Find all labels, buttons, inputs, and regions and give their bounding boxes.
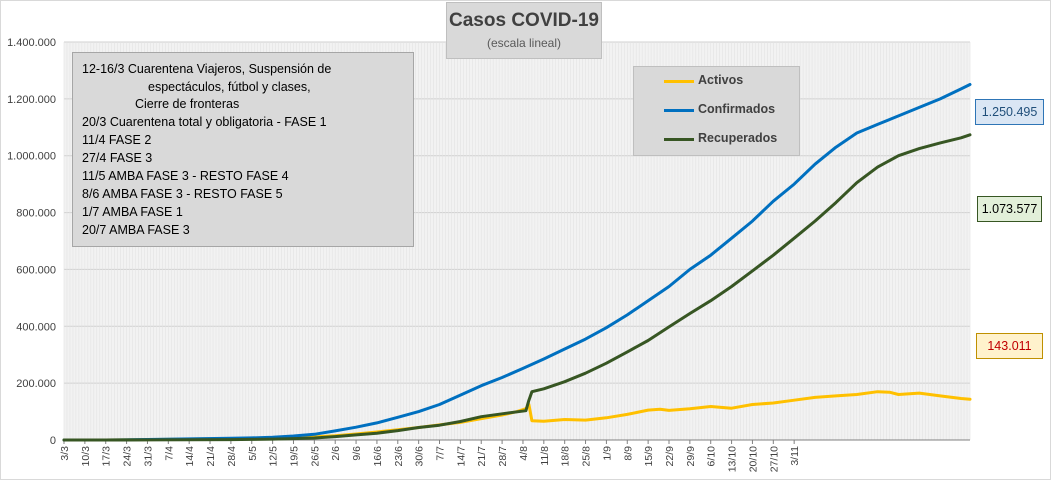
x-tick-label: 4/8 [518,446,530,461]
x-tick-label: 3/3 [59,446,71,461]
x-tick-label: 21/4 [205,446,217,467]
series-lines [62,83,972,442]
callout-activos: 143.011 [976,333,1043,359]
y-tick-label: 1.400.000 [7,37,56,49]
annotation-line: 8/6 AMBA FASE 3 - RESTO FASE 5 [82,187,283,201]
x-tick-label: 15/9 [643,446,655,467]
annotation-line: Cierre de fronteras [135,97,240,111]
series-line-confirmados [62,83,972,442]
x-tick-label: 7/7 [435,446,447,461]
annotation-line: 12-16/3 Cuarentena Viajeros, Suspensión … [82,62,332,76]
x-tick-label: 29/9 [685,446,697,467]
legend-item-activos: Activos [634,72,799,92]
x-tick-label: 7/4 [163,446,175,461]
x-tick-label: 17/3 [101,446,113,467]
y-tick-label: 1.200.000 [7,94,56,106]
chart-title-box: Casos COVID-19 (escala lineal) [446,2,602,59]
y-tick-label: 400.000 [16,321,56,333]
legend: Activos Confirmados Recuperados [633,66,800,156]
x-tick-label: 8/9 [622,446,634,461]
annotation-line: espectáculos, fútbol y clases, [148,80,311,94]
x-axis-ticks: 3/3 10/3 17/3 24/3 31/3 7/4 14/4 21/4 28/4 5/5 12/… [59,439,970,472]
annotation-box: 12-16/3 Cuarentena Viajeros, Suspensión … [72,52,414,247]
annotation-line: 27/4 FASE 3 [82,151,153,165]
x-tick-label: 24/3 [122,446,134,467]
y-axis-ticks: 0 200.000 400.000 600.000 800.000 1.000.000 1.… [7,37,56,447]
x-tick-label: 1/9 [601,446,613,461]
x-tick-label: 11/8 [539,446,551,466]
x-tick-label: 14/4 [184,446,196,467]
annotation-line: 20/7 AMBA FASE 3 [82,223,190,237]
callout-recuperados: 1.073.577 [977,196,1042,222]
x-tick-label: 27/10 [768,446,780,472]
y-tick-label: 600.000 [16,264,56,276]
x-tick-label: 30/6 [414,446,426,467]
y-tick-label: 0 [50,435,56,447]
x-tick-label: 12/5 [268,446,280,467]
x-tick-label: 9/6 [351,446,363,461]
x-tick-label: 25/8 [581,446,593,467]
x-tick-label: 23/6 [393,446,405,467]
x-tick-label: 28/4 [226,446,238,467]
legend-label: Activos [698,73,744,87]
x-tick-label: 31/3 [142,446,154,467]
x-tick-label: 5/5 [247,446,259,461]
x-tick-label: 28/7 [497,446,509,467]
x-tick-label: 14/7 [455,446,467,467]
y-tick-label: 200.000 [16,378,56,390]
legend-label: Recuperados [698,131,778,145]
legend-swatch [664,80,694,83]
annotation-line: 11/5 AMBA FASE 3 - RESTO FASE 4 [82,169,289,183]
x-tick-label: 3/11 [789,446,801,466]
callout-confirmados: 1.250.495 [975,99,1044,125]
annotation-line: 1/7 AMBA FASE 1 [82,205,183,219]
y-tick-label: 1.000.000 [7,151,56,163]
legend-label: Confirmados [698,102,776,116]
x-tick-label: 20/10 [747,446,759,472]
x-tick-label: 13/10 [727,446,739,472]
x-tick-label: 21/7 [476,446,488,467]
x-tick-label: 6/10 [706,446,718,467]
y-tick-label: 800.000 [16,208,56,220]
x-tick-label: 18/8 [560,446,572,467]
annotation-line: 11/4 FASE 2 [82,133,152,147]
chart-title: Casos COVID-19 [449,10,599,31]
x-tick-label: 22/9 [664,446,676,467]
x-tick-label: 16/6 [372,446,384,467]
x-tick-label: 26/5 [309,446,321,467]
legend-item-confirmados: Confirmados [634,101,799,121]
legend-swatch [664,109,694,112]
legend-swatch [664,138,694,141]
annotation-line: 20/3 Cuarentena total y obligatoria - FA… [82,115,327,129]
x-tick-label: 2/6 [330,446,342,461]
chart-subtitle: (escala lineal) [486,36,562,50]
series-line-recuperados [62,133,972,442]
x-tick-label: 10/3 [80,446,92,467]
x-tick-label: 19/5 [288,446,300,467]
legend-item-recuperados: Recuperados [634,130,799,150]
